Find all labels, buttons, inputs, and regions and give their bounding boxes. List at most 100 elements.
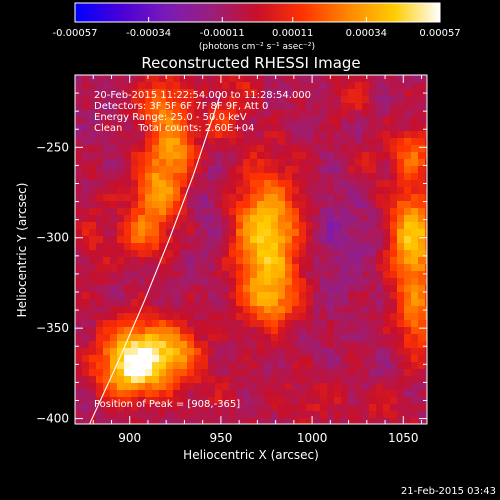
heatmap-cell xyxy=(341,390,349,398)
heatmap-cell xyxy=(152,418,160,424)
heatmap-cell xyxy=(236,236,244,244)
heatmap-cell xyxy=(103,397,111,405)
heatmap-cell xyxy=(215,306,223,314)
heatmap-cell xyxy=(131,243,139,251)
heatmap-cell xyxy=(334,369,342,377)
heatmap-cell xyxy=(138,278,146,286)
heatmap-cell xyxy=(257,320,265,328)
heatmap-cell xyxy=(124,124,132,132)
heatmap-cell xyxy=(418,376,426,384)
heatmap-cell xyxy=(397,264,405,272)
heatmap-cell xyxy=(306,215,314,223)
heatmap-cell xyxy=(313,208,321,216)
heatmap-cell xyxy=(89,138,97,146)
heatmap-cell xyxy=(292,236,300,244)
heatmap-cell xyxy=(173,208,181,216)
heatmap-cell xyxy=(404,173,412,181)
heatmap-cell xyxy=(110,208,118,216)
heatmap-cell xyxy=(187,271,195,279)
heatmap-cell xyxy=(278,285,286,293)
heatmap-cell xyxy=(327,327,335,335)
heatmap-cell xyxy=(145,117,153,125)
heatmap-cell xyxy=(320,215,328,223)
heatmap-cell xyxy=(299,404,307,412)
x-tick-label: 900 xyxy=(118,431,141,445)
heatmap-cell xyxy=(124,173,132,181)
heatmap-cell xyxy=(362,138,370,146)
heatmap-cell xyxy=(404,215,412,223)
heatmap-cell xyxy=(397,341,405,349)
heatmap-cell xyxy=(320,376,328,384)
heatmap-cell xyxy=(411,257,419,265)
heatmap-cell xyxy=(355,390,363,398)
heatmap-cell xyxy=(376,201,384,209)
heatmap-cell xyxy=(348,278,356,286)
heatmap-cell xyxy=(397,285,405,293)
heatmap-cell xyxy=(194,411,202,419)
heatmap-cell xyxy=(320,299,328,307)
heatmap-cell xyxy=(299,397,307,405)
heatmap-cell xyxy=(117,229,125,237)
heatmap-cell xyxy=(201,201,209,209)
heatmap-cell xyxy=(187,299,195,307)
heatmap-cell xyxy=(180,264,188,272)
heatmap-cell xyxy=(278,264,286,272)
heatmap-cell xyxy=(145,264,153,272)
heatmap-cell xyxy=(131,124,139,132)
heatmap-cell xyxy=(194,166,202,174)
heatmap-cell xyxy=(145,229,153,237)
heatmap-cell xyxy=(418,124,426,132)
heatmap-cell xyxy=(355,271,363,279)
heatmap-cell xyxy=(124,250,132,258)
heatmap-cell xyxy=(271,292,279,300)
heatmap-cell xyxy=(145,299,153,307)
heatmap-cell xyxy=(404,397,412,405)
heatmap-cell xyxy=(341,159,349,167)
heatmap-cell xyxy=(257,243,265,251)
heatmap-cell xyxy=(201,215,209,223)
heatmap-cell xyxy=(124,103,132,111)
heatmap-cell xyxy=(236,278,244,286)
heatmap-cell xyxy=(222,215,230,223)
heatmap-cell xyxy=(418,362,426,370)
heatmap-cell xyxy=(313,383,321,391)
heatmap-cell xyxy=(313,96,321,104)
heatmap-cell xyxy=(285,194,293,202)
heatmap-cell xyxy=(89,418,97,424)
heatmap-cell xyxy=(166,369,174,377)
heatmap-cell xyxy=(103,271,111,279)
heatmap-cell xyxy=(292,145,300,153)
heatmap-cell xyxy=(187,208,195,216)
heatmap-cell xyxy=(418,264,426,272)
heatmap-cell xyxy=(159,278,167,286)
heatmap-cell xyxy=(313,271,321,279)
heatmap-cell xyxy=(110,334,118,342)
heatmap-cell xyxy=(411,383,419,391)
heatmap-cell xyxy=(362,334,370,342)
heatmap-cell xyxy=(411,145,419,153)
heatmap-cell xyxy=(117,208,125,216)
heatmap-cell xyxy=(152,397,160,405)
heatmap-cell xyxy=(145,292,153,300)
heatmap-cell xyxy=(138,292,146,300)
heatmap-cell xyxy=(369,397,377,405)
heatmap-cell xyxy=(208,243,216,251)
heatmap-cell xyxy=(306,334,314,342)
heatmap-cell xyxy=(334,390,342,398)
heatmap-cell xyxy=(271,285,279,293)
heatmap-cell xyxy=(334,250,342,258)
heatmap-cell xyxy=(117,397,125,405)
heatmap-cell xyxy=(404,355,412,363)
heatmap-cell xyxy=(348,264,356,272)
heatmap-cell xyxy=(75,341,83,349)
heatmap-cell xyxy=(292,390,300,398)
heatmap-cell xyxy=(327,334,335,342)
heatmap-cell xyxy=(75,187,83,195)
heatmap-cell xyxy=(131,201,139,209)
heatmap-cell xyxy=(257,306,265,314)
heatmap-cell xyxy=(348,292,356,300)
heatmap-cell xyxy=(264,404,272,412)
heatmap-cell xyxy=(278,348,286,356)
heatmap-cell xyxy=(159,418,167,424)
heatmap-cell xyxy=(292,411,300,419)
